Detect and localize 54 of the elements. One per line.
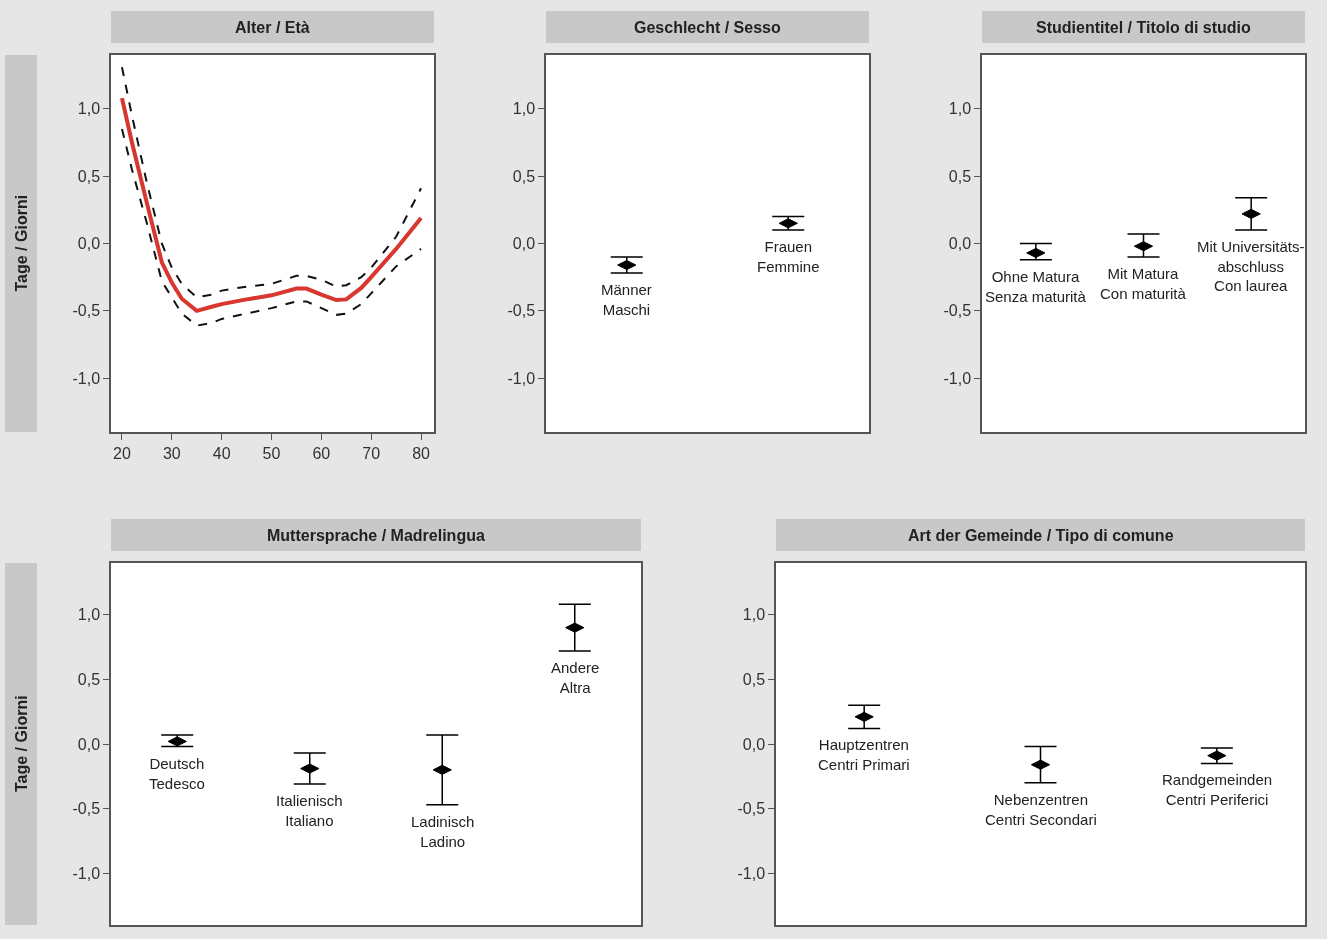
line-series xyxy=(120,66,423,299)
x-tick-label: Hauptzentren Centri Primari xyxy=(818,736,910,773)
x-tick-label: 30 xyxy=(162,444,181,462)
y-tick-label: 0,5 xyxy=(742,670,766,688)
y-tick-label: 0,5 xyxy=(948,167,972,185)
y-tick-label: -0,5 xyxy=(72,800,101,818)
y-axis-title: Tage / Giorni xyxy=(12,194,30,292)
y-tick-label: 1,0 xyxy=(512,100,536,118)
y-tick-label: 1,0 xyxy=(948,100,972,118)
y-tick-label: 1,0 xyxy=(77,606,101,624)
x-tick-label: 40 xyxy=(212,444,231,462)
x-tick-label: Randgemeinden Centri Periferici xyxy=(1162,771,1273,808)
y-tick-label: 1,0 xyxy=(742,606,766,624)
y-tick-label: 0,5 xyxy=(77,670,101,688)
x-tick-label: Deutsch Tedesco xyxy=(149,755,205,792)
x-tick-label: 20 xyxy=(113,444,131,462)
y-tick-label: -1,0 xyxy=(943,369,972,387)
y-tick-label: 0,5 xyxy=(512,167,536,185)
category-label: Mit Matura Con maturità xyxy=(1100,265,1186,302)
category-label: Mit Universitäts- abschluss Con laurea xyxy=(1197,238,1305,294)
y-tick-label: -1,0 xyxy=(507,369,536,387)
x-tick-label: Andere Altra xyxy=(551,659,600,696)
x-tick-label: 60 xyxy=(312,444,331,462)
y-tick-label: 0,0 xyxy=(948,235,972,253)
chart-title: Muttersprache / Madrelingua xyxy=(267,527,485,544)
y-tick-label: 0,5 xyxy=(77,167,101,185)
y-tick-label: -0,5 xyxy=(507,302,536,320)
y-tick-label: 0,0 xyxy=(77,735,101,753)
y-tick-label: -1,0 xyxy=(72,369,101,387)
chart-title: Alter / Età xyxy=(235,19,310,36)
y-tick-label: 0,0 xyxy=(512,235,536,253)
category-label: Ohne Matura Senza maturità xyxy=(985,268,1086,305)
x-tick-label: 80 xyxy=(412,444,431,462)
chart-title: Studientitel / Titolo di studio xyxy=(1036,19,1252,36)
chart-title: Art der Gemeinde / Tipo di comune xyxy=(908,527,1174,544)
x-tick-label: Italienisch Italiano xyxy=(276,792,343,829)
x-tick-label: Männer Maschi xyxy=(601,281,652,318)
y-tick-label: -1,0 xyxy=(72,864,101,882)
y-tick-label: -0,5 xyxy=(737,800,766,818)
line-series xyxy=(120,128,423,327)
x-tick-label: Ladinisch Ladino xyxy=(411,813,475,850)
x-tick-label: Nebenzentren Centri Secondari xyxy=(985,791,1097,828)
y-tick-label: 1,0 xyxy=(77,100,101,118)
y-tick-label: -0,5 xyxy=(72,302,101,320)
line-series xyxy=(119,96,424,313)
y-axis-title: Tage / Giorni xyxy=(13,695,30,792)
y-tick-label: -1,0 xyxy=(737,864,766,882)
y-tick-label: -0,5 xyxy=(943,302,972,320)
x-tick-label: Frauen Femmine xyxy=(757,238,820,275)
x-tick-label: 50 xyxy=(262,444,281,462)
x-tick-label: 70 xyxy=(362,444,381,462)
y-tick-label: 0,0 xyxy=(77,235,101,253)
y-tick-label: 0,0 xyxy=(742,735,766,753)
chart-title: Geschlecht / Sesso xyxy=(634,19,781,36)
